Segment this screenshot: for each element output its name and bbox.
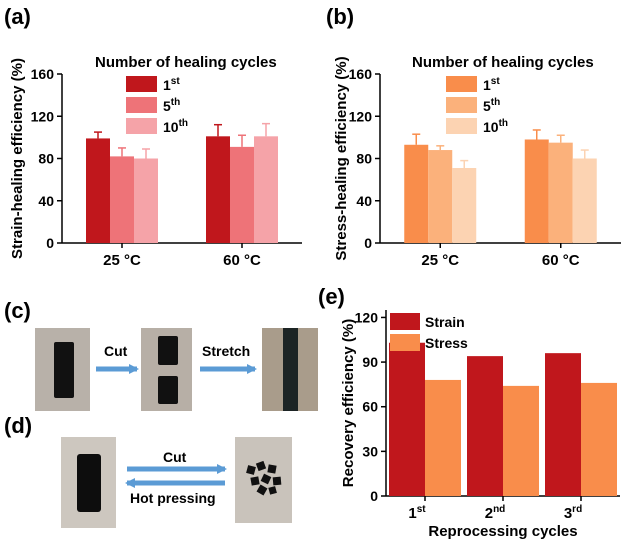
bar <box>452 168 477 243</box>
bar <box>524 139 549 243</box>
bar <box>581 382 617 496</box>
sample-piece-top <box>158 336 178 365</box>
y-tick-label: 0 <box>46 235 54 251</box>
bar <box>467 356 503 496</box>
chart-a: 0 40 80 120 160 Strain-healing efficiency (%)… <box>9 54 302 269</box>
legend-swatch <box>126 97 157 113</box>
legend-swatch <box>126 76 157 92</box>
legend-label: 5th <box>163 97 180 114</box>
panel-label-c: (c) <box>4 298 31 323</box>
panel-label-a: (a) <box>4 4 31 29</box>
y-tick-label: 80 <box>38 151 54 167</box>
legend-swatch <box>446 76 477 92</box>
legend-swatch <box>446 118 477 134</box>
bar <box>545 353 581 496</box>
legend-swatch <box>390 334 420 351</box>
legend-label: 1st <box>483 76 500 93</box>
bar <box>428 150 453 243</box>
bar <box>206 136 230 243</box>
bar <box>86 138 110 243</box>
panel-label-d: (d) <box>4 413 32 438</box>
y-tick-label: 80 <box>356 151 372 167</box>
panel-d-photos: Cut Hot pressing <box>61 437 292 528</box>
y-tick-label: 40 <box>356 193 372 209</box>
y-tick-label: 30 <box>362 443 378 459</box>
x-tick-label: 25 °C <box>103 252 141 269</box>
legend-label: 5th <box>483 97 500 114</box>
panel-label-b: (b) <box>326 4 354 29</box>
y-tick-label: 160 <box>31 66 55 82</box>
x-axis-title: Reprocessing cycles <box>428 523 577 540</box>
y-tick-label: 0 <box>364 235 372 251</box>
legend-title: Number of healing cycles <box>412 54 594 71</box>
panel-c-photos: Cut Stretch <box>35 328 318 411</box>
y-tick-label: 60 <box>362 399 378 415</box>
sample-strip <box>54 342 74 398</box>
sample-stretched <box>283 328 298 411</box>
bar <box>404 144 429 243</box>
y-tick-label: 40 <box>38 193 54 209</box>
panel-label-e: (e) <box>318 284 345 309</box>
bar <box>425 379 461 496</box>
bar <box>110 156 134 243</box>
bar <box>134 158 158 243</box>
legend-title: Number of healing cycles <box>95 54 277 71</box>
y-tick-label: 120 <box>355 309 379 325</box>
x-tick-label: 1st <box>408 504 426 522</box>
x-tick-label: 25 °C <box>421 252 459 269</box>
x-tick-label: 2nd <box>485 504 506 522</box>
bar <box>572 158 597 243</box>
y-tick-label: 120 <box>31 108 55 124</box>
bar <box>503 385 539 496</box>
y-axis-title: Recovery efficiency (%) <box>340 319 357 487</box>
label-cut-d: Cut <box>163 449 187 465</box>
y-tick-label: 0 <box>370 488 378 504</box>
sample-fragments <box>246 460 282 496</box>
bar <box>254 136 278 243</box>
y-tick-label: 120 <box>349 108 373 124</box>
legend-label: 10th <box>483 118 508 135</box>
bar <box>230 146 254 243</box>
sample-film <box>77 454 101 512</box>
y-tick-label: 160 <box>349 66 373 82</box>
legend-label: 10th <box>163 118 188 135</box>
legend-label: Strain <box>425 314 465 330</box>
x-tick-label: 60 °C <box>223 252 261 269</box>
legend-label: Stress <box>425 335 468 351</box>
y-axis-title: Strain-healing efficiency (%) <box>9 58 26 259</box>
y-tick-label: 90 <box>362 354 378 370</box>
y-axis-title: Stress-healing efficiency (%) <box>333 56 350 260</box>
label-hot-pressing: Hot pressing <box>130 490 216 506</box>
legend-swatch <box>390 313 420 330</box>
legend-label: 1st <box>163 76 180 93</box>
label-stretch-c: Stretch <box>202 343 250 359</box>
label-cut-c: Cut <box>104 343 128 359</box>
bar <box>548 142 573 243</box>
sample-piece-bottom <box>158 376 178 404</box>
x-tick-label: 60 °C <box>542 252 580 269</box>
bar <box>389 342 425 496</box>
x-tick-label: 3rd <box>564 504 582 522</box>
legend-swatch <box>446 97 477 113</box>
legend-swatch <box>126 118 157 134</box>
